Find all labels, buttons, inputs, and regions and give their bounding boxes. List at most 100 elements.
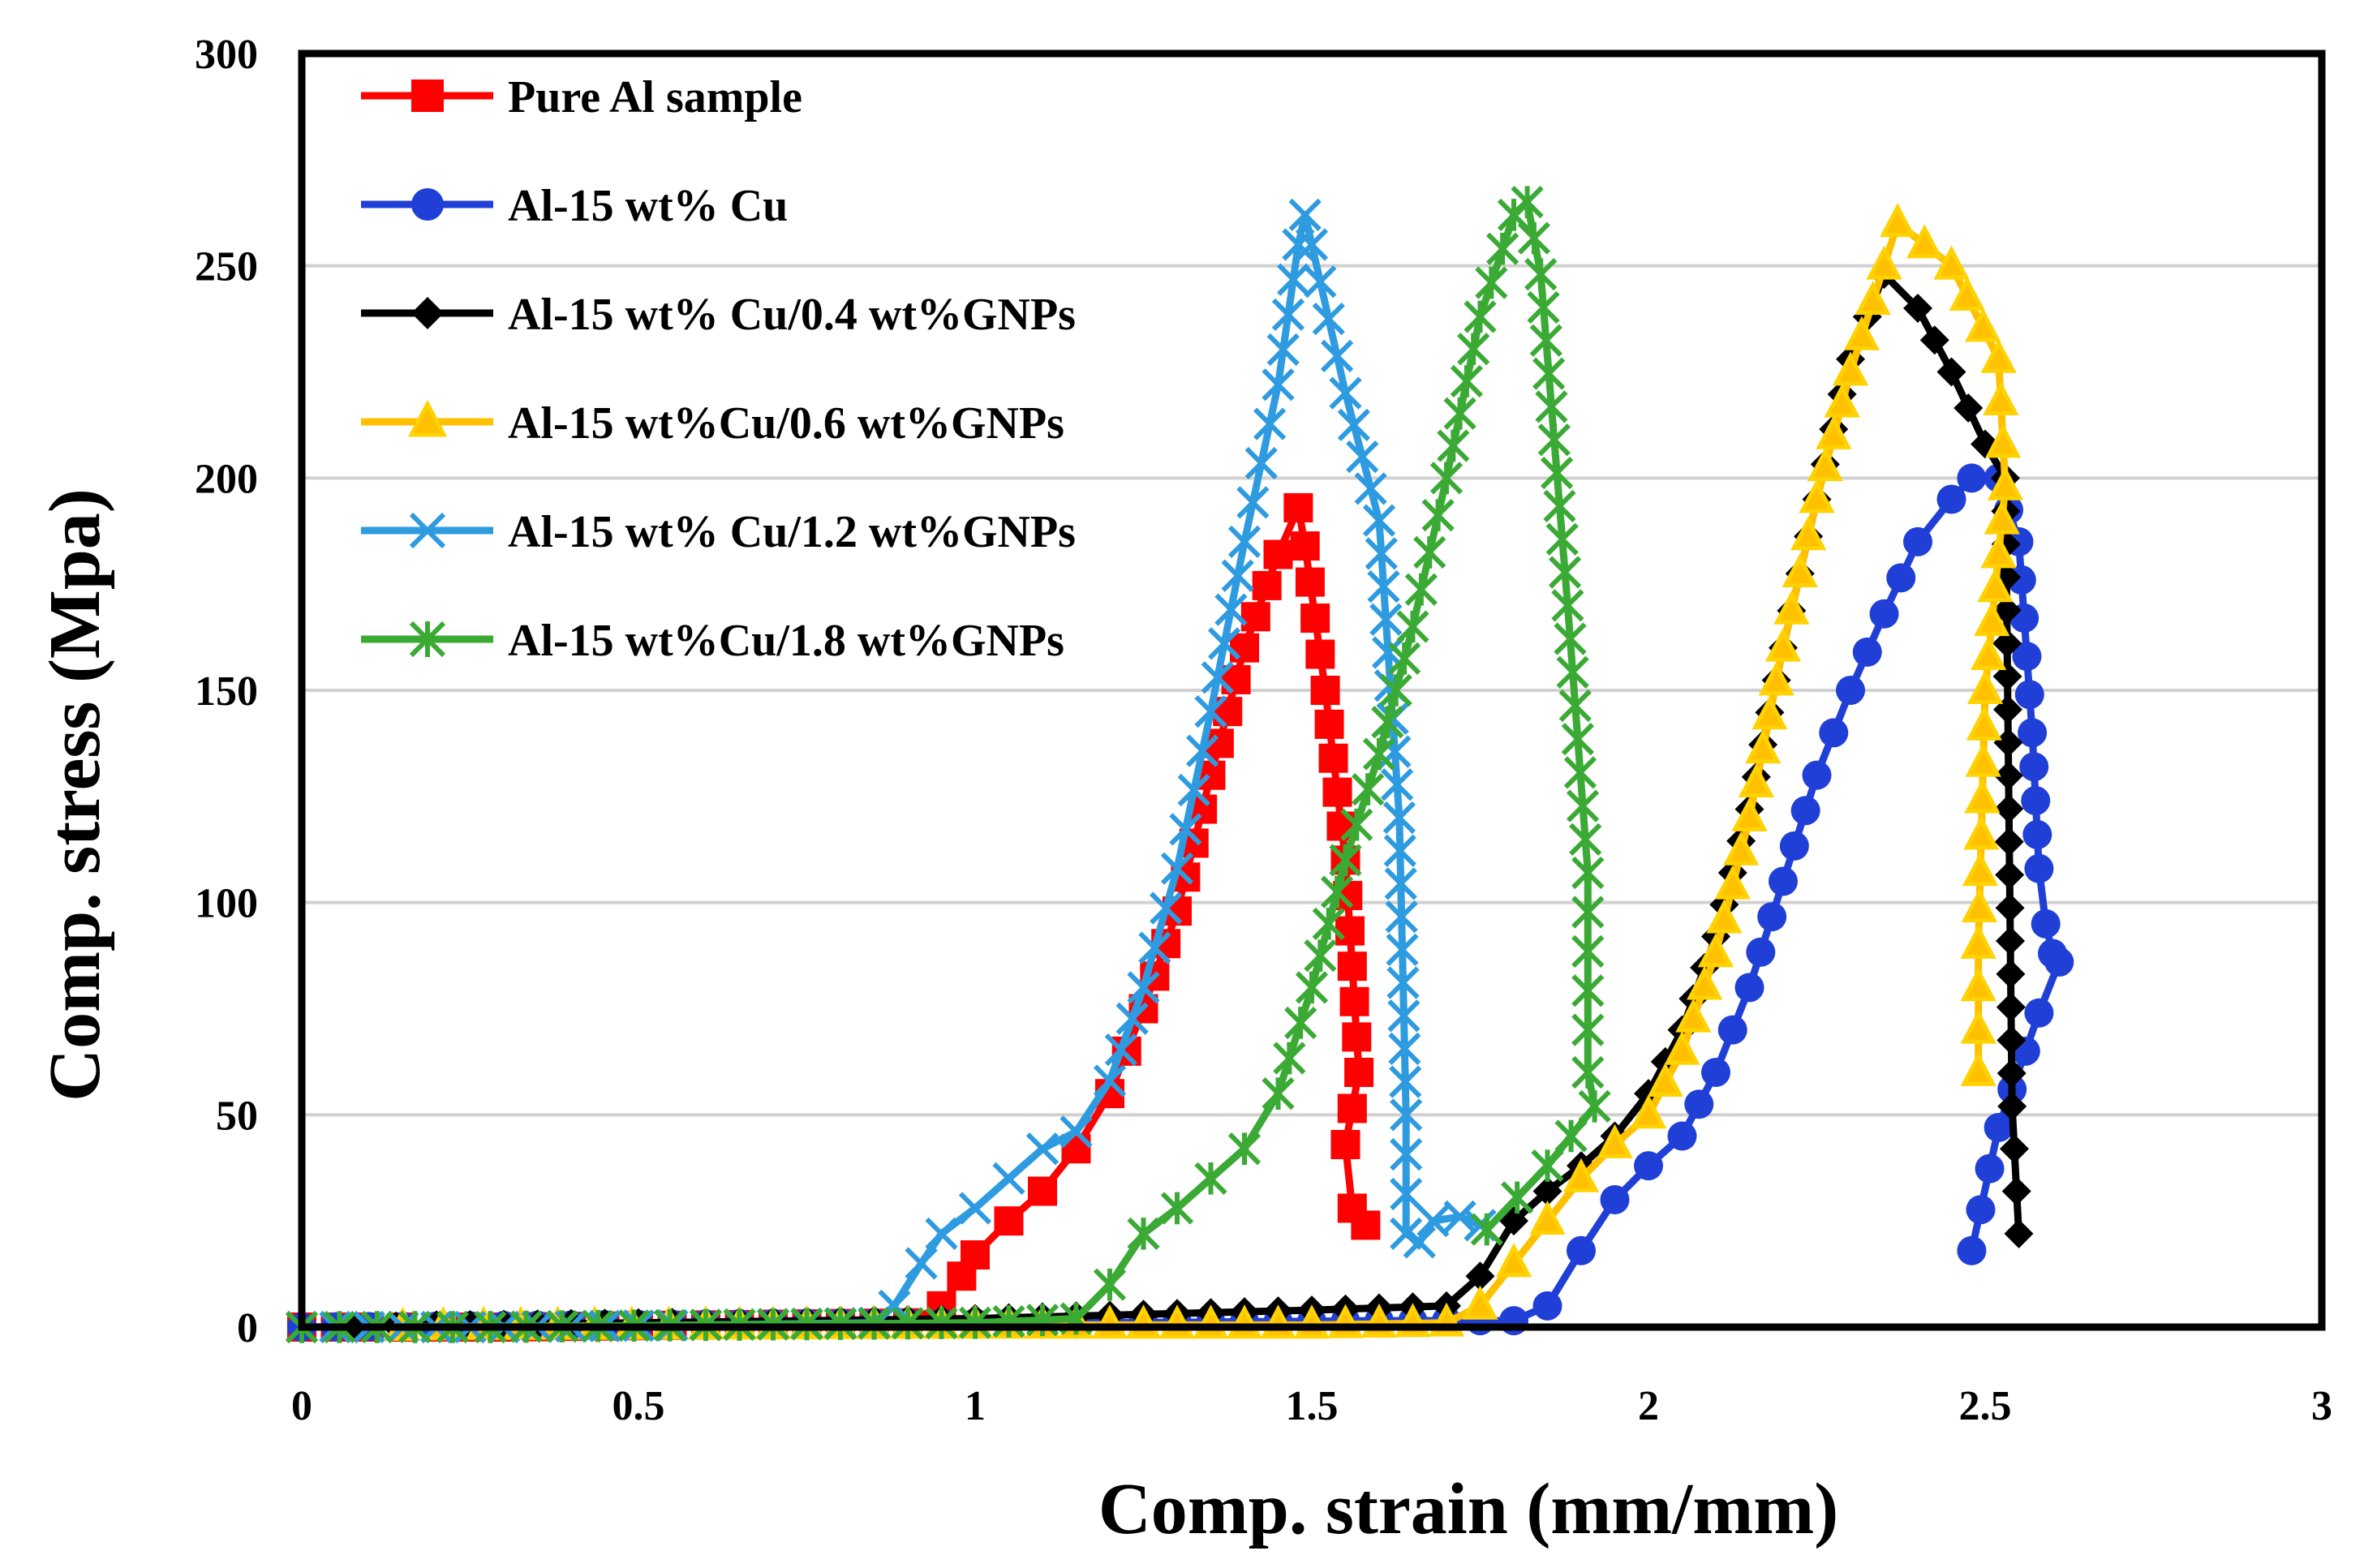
- data-point: [1807, 447, 1844, 482]
- data-point: [1563, 756, 1597, 789]
- data-point: [1194, 1162, 1227, 1195]
- data-point: [961, 1240, 990, 1270]
- legend-label: Al-15 wt% Cu: [508, 181, 788, 231]
- data-point: [409, 512, 446, 549]
- data-point: [1421, 499, 1455, 532]
- data-point: [1571, 974, 1605, 1007]
- x-tick-label: 3: [2311, 1383, 2332, 1429]
- x-tick-label: 0: [291, 1383, 312, 1429]
- data-point: [1214, 593, 1248, 626]
- data-point: [1722, 831, 1760, 866]
- y-tick-label: 300: [195, 32, 258, 78]
- x-tick-label: 0.5: [612, 1383, 665, 1429]
- data-point: [1501, 1181, 1534, 1214]
- data-point: [1960, 1051, 1997, 1086]
- legend-item-pure-al: Pure Al sample: [361, 72, 802, 122]
- data-point: [1936, 357, 1966, 387]
- data-point: [1524, 258, 1558, 291]
- data-point: [1304, 939, 1337, 973]
- x-tick-label: 2.5: [1959, 1383, 2012, 1429]
- y-tick-label: 200: [195, 456, 258, 502]
- data-point: [1540, 456, 1574, 490]
- data-point: [1531, 1149, 1564, 1183]
- data-point: [1960, 967, 1997, 1002]
- data-point: [1330, 1129, 1360, 1159]
- data-point: [1701, 1058, 1730, 1087]
- data-point: [1464, 300, 1497, 333]
- data-point: [1115, 1002, 1149, 1035]
- data-point: [1578, 1089, 1611, 1123]
- data-point: [1782, 552, 1818, 587]
- data-point: [1416, 1205, 1450, 1238]
- data-point: [1337, 952, 1367, 982]
- data-point: [1714, 865, 1751, 900]
- data-point: [1697, 933, 1734, 968]
- data-point: [1262, 368, 1295, 402]
- data-point: [1799, 479, 1835, 513]
- data-point: [1387, 999, 1421, 1033]
- data-point: [1312, 302, 1345, 336]
- data-point: [1936, 484, 1966, 514]
- data-point: [1997, 1091, 2027, 1121]
- data-point: [1764, 627, 1802, 662]
- data-point: [1295, 971, 1329, 1004]
- data-point: [1169, 813, 1202, 846]
- legend-item-al-cu-0-4-gnp: Al-15 wt% Cu/0.4 wt%GNPs: [361, 290, 1076, 340]
- data-point: [1160, 1192, 1194, 1225]
- data-point: [1664, 1030, 1700, 1065]
- data-point: [1475, 266, 1508, 299]
- data-point: [1855, 281, 1891, 316]
- data-point: [2031, 909, 2061, 939]
- legend-label: Al-15 wt%Cu/0.6 wt%GNPs: [508, 398, 1064, 449]
- data-point: [1262, 1077, 1295, 1110]
- data-point: [1382, 801, 1416, 835]
- data-point: [1369, 603, 1403, 636]
- data-point: [1567, 1235, 1596, 1265]
- data-point: [1335, 916, 1365, 946]
- data-point: [2018, 718, 2048, 748]
- data-point: [1996, 959, 2026, 989]
- data-point: [1127, 971, 1160, 1004]
- data-point: [1437, 429, 1470, 462]
- data-point: [1903, 526, 1932, 556]
- data-point: [1354, 472, 1387, 505]
- series-layer: [285, 186, 2074, 1344]
- data-point: [2021, 786, 2051, 816]
- data-point: [1346, 440, 1379, 474]
- data-point: [1997, 1025, 2027, 1055]
- data-point: [1443, 1200, 1476, 1234]
- data-point: [1543, 489, 1576, 522]
- data-point: [1529, 1200, 1566, 1235]
- legend: Pure Al sample Al-15 wt% Cu Al-15 wt% Cu/0…: [361, 72, 1076, 666]
- data-point: [1384, 867, 1417, 900]
- data-point: [1295, 228, 1329, 261]
- data-point: [1996, 926, 2026, 956]
- data-point: [1675, 998, 1712, 1033]
- data-point: [1995, 860, 2025, 890]
- data-point: [1571, 1013, 1605, 1046]
- data-point: [1960, 924, 1997, 959]
- data-point: [1566, 789, 1600, 823]
- data-point: [1634, 1151, 1663, 1181]
- data-point: [1386, 933, 1419, 966]
- data-point: [1093, 1268, 1127, 1301]
- data-point: [1529, 324, 1562, 357]
- data-point: [958, 1306, 992, 1339]
- data-point: [1779, 831, 1809, 861]
- data-point: [1824, 383, 1860, 418]
- data-point: [1517, 221, 1551, 255]
- y-tick-label: 250: [195, 244, 258, 290]
- data-point: [1933, 245, 1970, 280]
- data-point: [2012, 642, 2042, 672]
- data-point: [411, 297, 444, 329]
- data-point: [1963, 815, 2000, 850]
- data-point: [1266, 333, 1300, 367]
- data-point: [1971, 635, 2007, 671]
- data-point: [1127, 1217, 1160, 1250]
- data-point: [1561, 723, 1594, 756]
- data-point: [1104, 1033, 1137, 1067]
- data-point: [1390, 1177, 1423, 1211]
- data-point: [2004, 1218, 2034, 1248]
- data-point: [1974, 602, 2010, 637]
- data-point: [1221, 559, 1254, 592]
